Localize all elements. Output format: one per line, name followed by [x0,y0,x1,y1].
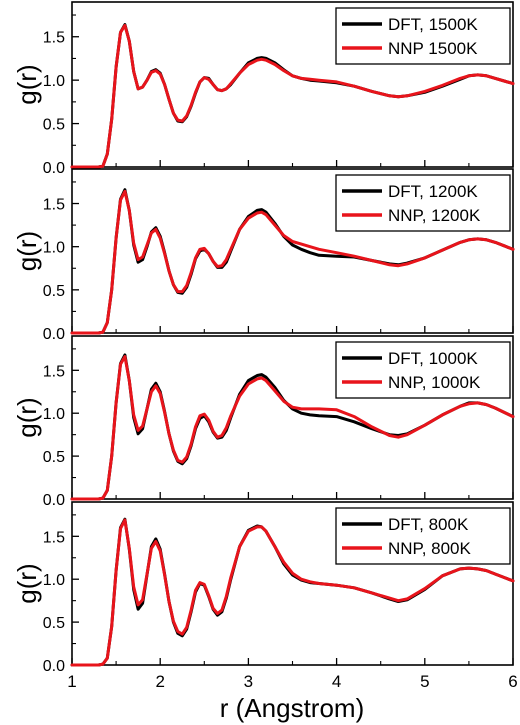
y-tick-label: 1.5 [43,529,65,546]
series-line-nnp [70,518,515,667]
y-tick-label: 0.5 [43,117,65,134]
y-tick-label: 0.5 [43,449,65,466]
legend-label: NNP, 1000K [388,373,481,392]
legend-box [335,174,511,232]
x-tick-label: 6 [508,672,517,691]
y-tick-label: 1.5 [43,30,65,47]
y-tick-label: 0.5 [43,615,65,632]
x-tick-label: 5 [420,672,429,691]
y-tick-label: 0.0 [43,326,65,343]
x-tick-label: 1 [67,672,76,691]
legend-label: DFT, 1000K [388,349,478,368]
legend-box [335,507,511,565]
legend-label: NNP, 800K [388,539,472,558]
legend-label: DFT, 1500K [388,15,478,34]
legend-label: DFT, 800K [388,515,469,534]
y-tick-label: 0.5 [43,283,65,300]
y-axis-label: g(r) [12,397,42,437]
y-axis-label: g(r) [12,563,42,603]
y-tick-label: 0.0 [43,492,65,509]
x-axis-label: r (Angstrom) [220,693,364,723]
y-tick-label: 1.5 [43,363,65,380]
series-line-nnp [70,23,515,169]
series-line-nnp [70,355,515,501]
y-tick-label: 0.0 [43,658,65,675]
x-tick-label: 2 [155,672,164,691]
y-tick-label: 0.0 [43,160,65,177]
x-tick-label: 3 [244,672,253,691]
legend-box [335,341,511,399]
y-tick-label: 1.5 [43,197,65,214]
y-tick-label: 1.0 [43,73,65,90]
legend-label: NNP 1500K [388,39,478,58]
y-tick-label: 1.0 [43,406,65,423]
y-tick-label: 1.0 [43,240,65,257]
y-axis-label: g(r) [12,64,42,104]
y-tick-label: 1.0 [43,572,65,589]
series-line-nnp [70,189,515,335]
legend-box [335,7,511,65]
y-axis-label: g(r) [12,231,42,271]
x-tick-label: 4 [332,672,341,691]
legend-label: DFT, 1200K [388,182,478,201]
legend-label: NNP, 1200K [388,206,481,225]
